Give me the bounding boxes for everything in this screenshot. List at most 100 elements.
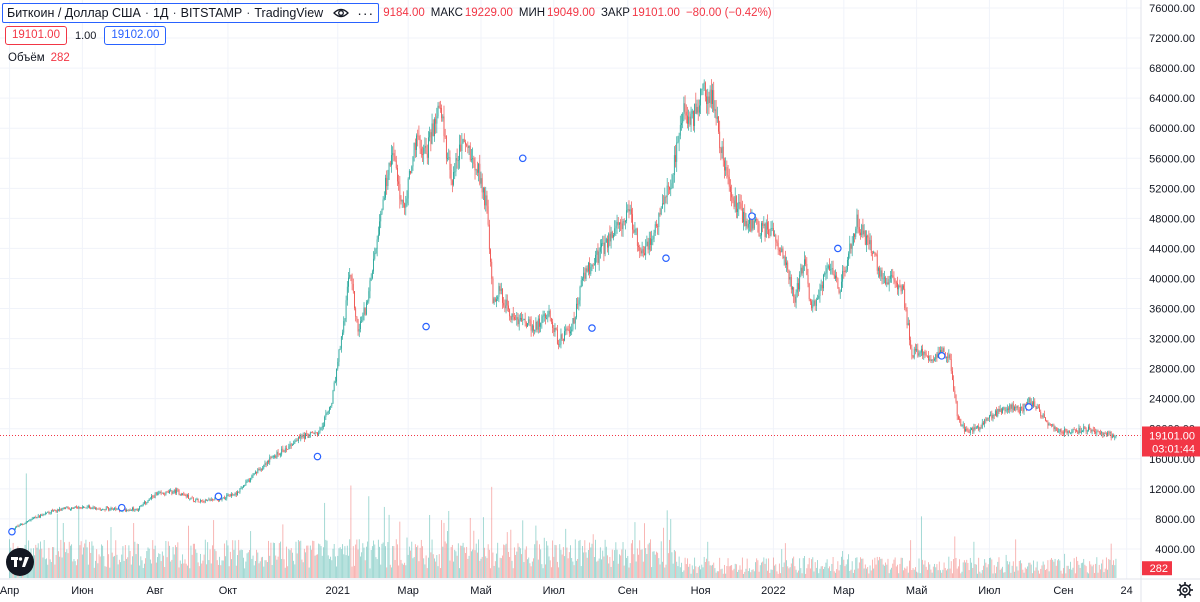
- volume-bar: [587, 549, 589, 578]
- candle-body: [1033, 401, 1035, 407]
- candle-body: [836, 275, 838, 279]
- volume-bar: [950, 561, 952, 578]
- candle-body: [880, 270, 882, 277]
- candle-body: [79, 507, 81, 508]
- candle-body: [500, 288, 502, 291]
- event-markers[interactable]: [8, 154, 1033, 536]
- volume-bar: [546, 541, 548, 578]
- volume-bar: [220, 565, 222, 578]
- volume-bar: [1018, 560, 1020, 578]
- candle-body: [130, 509, 132, 511]
- buy-price-button[interactable]: 19102.00: [104, 26, 167, 45]
- volume-bar: [858, 562, 860, 578]
- candle-body: [1054, 427, 1056, 429]
- volume-bar: [926, 569, 928, 578]
- candle-body: [127, 509, 129, 511]
- candle-body: [383, 197, 385, 200]
- candle-body: [846, 259, 848, 270]
- volume-bar: [266, 562, 268, 578]
- volume-bar: [653, 551, 655, 578]
- candle-body: [530, 320, 532, 331]
- price-axis[interactable]: 76000.0072000.0068000.0064000.0060000.00…: [1140, 0, 1195, 602]
- volume-bar: [1054, 558, 1056, 578]
- candle-body: [635, 228, 637, 230]
- volume-bar: [342, 544, 343, 578]
- volume-bar: [891, 567, 892, 578]
- symbol-name[interactable]: Биткоин / Доллар США: [7, 6, 141, 20]
- candle-body: [585, 268, 587, 279]
- tradingview-logo-icon[interactable]: [6, 548, 34, 576]
- volume-bar: [932, 566, 934, 578]
- volume-bar: [340, 549, 342, 578]
- volume-bar: [191, 554, 193, 578]
- candle-body: [955, 394, 957, 402]
- volume-bar: [812, 557, 814, 578]
- candle-body: [670, 187, 672, 190]
- candle-body: [996, 410, 998, 417]
- candle-body: [952, 371, 953, 380]
- candle-body: [436, 116, 438, 124]
- volume-bar: [996, 566, 998, 578]
- candle-body: [428, 137, 429, 158]
- volume-bar: [726, 566, 728, 578]
- volume-bar: [966, 559, 968, 578]
- volume-bar: [1022, 569, 1024, 578]
- candle-body: [524, 318, 526, 323]
- candle-body: [700, 89, 702, 106]
- candle-body: [157, 493, 158, 495]
- volume-bar: [935, 567, 937, 578]
- volume-bar: [644, 523, 645, 578]
- candle-body: [97, 508, 99, 510]
- volume-bar: [652, 551, 654, 578]
- interval-label[interactable]: 1Д: [153, 6, 169, 20]
- volume-bar: [920, 516, 922, 578]
- volume-bar: [237, 555, 238, 578]
- gear-icon[interactable]: [1176, 581, 1194, 599]
- volume-bar: [275, 555, 277, 578]
- candle-body: [208, 499, 210, 501]
- time-axis[interactable]: Апр Июн Авг Окт 2021 Мар Май Июл Сен Ноя 2022 Мар Ма…: [0, 578, 1200, 597]
- eye-icon[interactable]: [333, 6, 350, 20]
- volume-bar: [296, 553, 298, 578]
- candle-body: [1043, 414, 1045, 418]
- volume-bar: [857, 568, 859, 578]
- volume-bar: [497, 542, 499, 578]
- candle-body: [1028, 397, 1030, 403]
- volume-bar: [552, 540, 554, 578]
- volume-legend[interactable]: Объём 282: [8, 52, 70, 64]
- candle-body: [515, 319, 517, 321]
- sell-price-button[interactable]: 19101.00: [5, 26, 67, 45]
- volume-bar: [809, 568, 811, 578]
- volume-bar: [1053, 561, 1055, 578]
- volume-bar: [215, 551, 217, 578]
- candle-body: [611, 231, 613, 238]
- volume-bar: [1068, 568, 1070, 578]
- volume-bar: [825, 562, 827, 578]
- candle-body: [1082, 431, 1083, 433]
- volume-bar: [539, 544, 540, 578]
- volume-bar: [170, 561, 172, 578]
- symbol-title-box[interactable]: Биткоин / Доллар США · 1Д · BITSTAMP · T…: [2, 3, 380, 23]
- volume-bar: [503, 544, 505, 578]
- volume-bar: [602, 550, 604, 578]
- volume-bar: [750, 572, 752, 578]
- candle-body: [751, 218, 753, 231]
- candle-body: [761, 223, 762, 236]
- candle-body: [636, 228, 638, 246]
- volume-bar: [55, 554, 57, 578]
- volume-bar: [253, 565, 255, 578]
- grid-lines: [0, 0, 1141, 579]
- volume-bar: [491, 486, 493, 578]
- volume-bar: [1114, 565, 1116, 578]
- candle-body: [249, 480, 250, 482]
- volume-bar: [179, 560, 181, 578]
- volume-bar: [29, 568, 31, 578]
- volume-bar: [196, 552, 198, 578]
- volume-bar: [595, 539, 596, 578]
- more-options-icon[interactable]: ···: [357, 5, 375, 21]
- candle-body: [508, 305, 509, 310]
- candle-body: [543, 314, 545, 316]
- volume-bar: [706, 558, 707, 578]
- candle-body: [367, 301, 369, 303]
